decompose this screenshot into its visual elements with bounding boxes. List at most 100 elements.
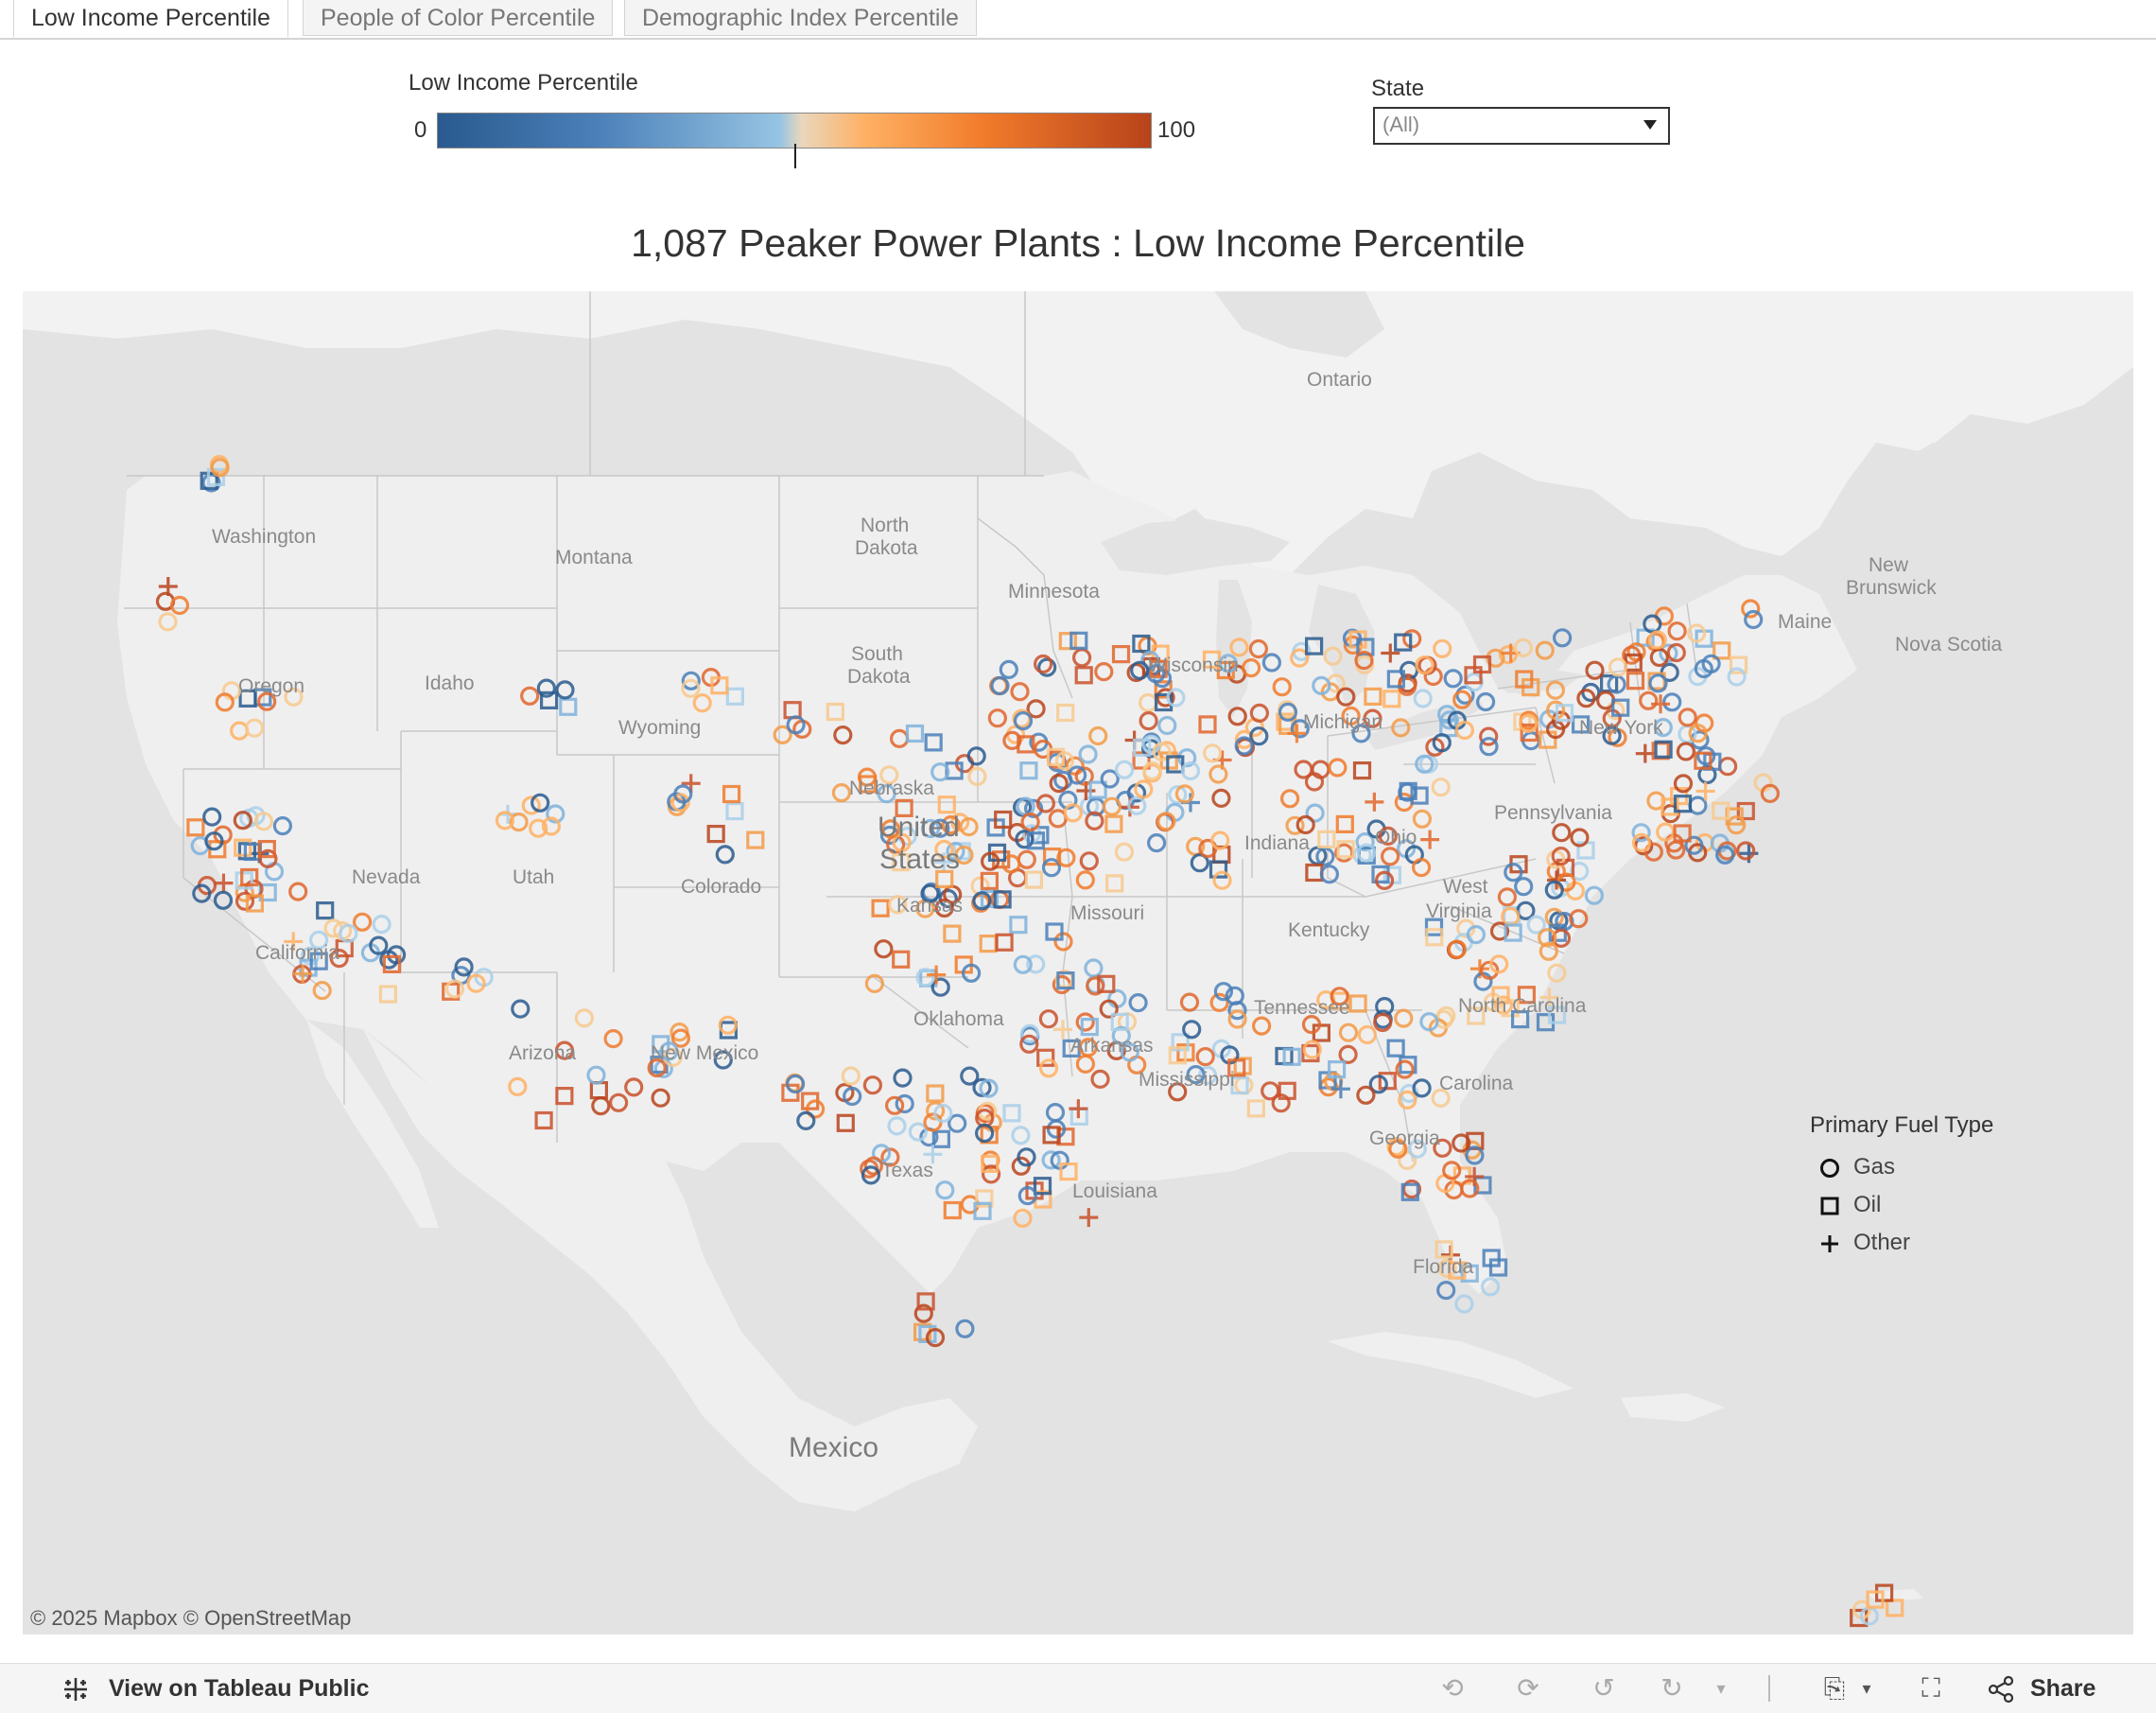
plant-marker-gas[interactable]	[1229, 638, 1249, 657]
plant-marker-oil[interactable]	[995, 933, 1014, 952]
refresh-icon[interactable]: ↻	[1660, 1673, 1683, 1703]
plant-marker-gas[interactable]	[235, 891, 255, 911]
plant-marker-oil[interactable]	[706, 824, 725, 844]
plant-marker-gas[interactable]	[1301, 1014, 1322, 1035]
plant-marker-gas[interactable]	[1128, 992, 1148, 1013]
plant-marker-gas[interactable]	[659, 1041, 679, 1061]
plant-marker-gas[interactable]	[857, 767, 878, 787]
plant-marker-gas[interactable]	[1736, 841, 1756, 861]
plant-marker-oil[interactable]	[382, 954, 401, 974]
plant-marker-gas[interactable]	[972, 1077, 992, 1097]
plant-marker-gas[interactable]	[1643, 842, 1663, 862]
plant-marker-gas[interactable]	[681, 671, 701, 690]
plant-marker-gas[interactable]	[1552, 823, 1572, 843]
map-view[interactable]: Ontario Washington Montana North Dakota …	[23, 291, 2133, 1634]
plant-marker-gas[interactable]	[713, 1050, 733, 1070]
plant-marker-gas[interactable]	[603, 1028, 623, 1049]
plant-marker-gas[interactable]	[1197, 1065, 1218, 1086]
plant-marker-gas[interactable]	[1075, 870, 1095, 890]
plant-marker-gas[interactable]	[1447, 939, 1468, 959]
plant-marker-gas[interactable]	[511, 999, 530, 1019]
plant-marker-gas[interactable]	[1380, 847, 1400, 866]
plant-marker-gas[interactable]	[536, 678, 557, 698]
plant-marker-gas[interactable]	[1013, 1208, 1033, 1229]
plant-marker-gas[interactable]	[1659, 643, 1678, 663]
plant-marker-gas[interactable]	[1456, 918, 1476, 938]
plant-marker-gas[interactable]	[1033, 654, 1053, 674]
plant-marker-gas[interactable]	[1570, 861, 1590, 882]
plant-marker-oil[interactable]	[943, 924, 962, 943]
plant-marker-gas[interactable]	[954, 845, 974, 865]
plant-marker-gas[interactable]	[1079, 851, 1099, 871]
plant-marker-oil[interactable]	[1400, 1182, 1419, 1201]
plant-marker-gas[interactable]	[1142, 760, 1162, 780]
plant-marker-gas[interactable]	[1249, 726, 1269, 746]
plant-marker-gas[interactable]	[495, 811, 515, 830]
plant-marker-gas[interactable]	[258, 848, 278, 869]
plant-marker-oil[interactable]	[892, 852, 911, 872]
plant-marker-gas[interactable]	[980, 851, 1000, 871]
plant-marker-oil[interactable]	[1111, 645, 1131, 664]
plant-marker-oil[interactable]	[1501, 999, 1520, 1018]
plant-marker-gas[interactable]	[1195, 1046, 1215, 1067]
plant-marker-oil[interactable]	[722, 784, 741, 804]
plant-marker-oil[interactable]	[309, 952, 328, 970]
plant-marker-gas[interactable]	[681, 678, 701, 698]
plant-marker-gas[interactable]	[372, 914, 391, 935]
plant-marker-oil[interactable]	[935, 869, 954, 889]
plant-marker-gas[interactable]	[1315, 847, 1335, 866]
plant-marker-gas[interactable]	[1180, 760, 1201, 781]
plant-marker-gas[interactable]	[1168, 785, 1188, 805]
plant-marker-gas[interactable]	[1412, 809, 1433, 829]
plant-marker-other[interactable]	[1695, 781, 1715, 801]
plant-marker-gas[interactable]	[1694, 658, 1713, 679]
plant-marker-gas[interactable]	[1535, 640, 1555, 660]
plant-marker-gas[interactable]	[1686, 623, 1707, 643]
plant-marker-gas[interactable]	[204, 831, 224, 851]
plant-marker-gas[interactable]	[210, 458, 230, 478]
plant-marker-oil[interactable]	[1246, 1099, 1266, 1118]
plant-marker-gas[interactable]	[1432, 733, 1452, 753]
plant-marker-gas[interactable]	[1646, 791, 1666, 811]
plant-marker-gas[interactable]	[1398, 1150, 1417, 1171]
plant-marker-oil[interactable]	[1002, 1104, 1021, 1123]
plant-marker-oil[interactable]	[1282, 1047, 1301, 1066]
plant-marker-gas[interactable]	[1341, 706, 1361, 725]
plant-marker-gas[interactable]	[933, 1103, 953, 1124]
plant-marker-gas[interactable]	[979, 1078, 999, 1098]
plant-marker-gas[interactable]	[1547, 963, 1567, 983]
plant-marker-oil[interactable]	[206, 467, 226, 486]
plant-marker-oil[interactable]	[1611, 698, 1630, 717]
plant-marker-gas[interactable]	[1338, 1044, 1358, 1065]
plant-marker-gas[interactable]	[1261, 1081, 1280, 1101]
plant-marker-gas[interactable]	[1279, 789, 1300, 809]
plant-marker-gas[interactable]	[1374, 870, 1395, 891]
plant-marker-oil[interactable]	[1386, 670, 1406, 689]
plant-marker-oil[interactable]	[826, 702, 845, 722]
plant-marker-gas[interactable]	[1086, 976, 1105, 996]
plant-marker-gas[interactable]	[1413, 689, 1433, 708]
plant-marker-oil[interactable]	[1448, 1261, 1467, 1280]
plant-marker-oil[interactable]	[1382, 690, 1401, 708]
plant-marker-oil[interactable]	[1042, 847, 1062, 866]
plant-marker-oil[interactable]	[1110, 1012, 1129, 1032]
plant-marker-gas[interactable]	[574, 1008, 595, 1028]
plant-marker-gas[interactable]	[1249, 703, 1270, 723]
plant-marker-oil[interactable]	[1694, 751, 1713, 770]
plant-marker-gas[interactable]	[843, 1086, 862, 1107]
plant-marker-gas[interactable]	[1330, 987, 1349, 1006]
plant-marker-gas[interactable]	[1186, 1064, 1206, 1085]
plant-marker-gas[interactable]	[880, 819, 900, 839]
plant-marker-gas[interactable]	[972, 891, 992, 911]
plant-marker-oil[interactable]	[1133, 738, 1152, 757]
plant-marker-oil[interactable]	[245, 894, 264, 913]
plant-marker-gas[interactable]	[1354, 651, 1374, 671]
plant-marker-gas[interactable]	[1569, 909, 1589, 929]
plant-marker-gas[interactable]	[925, 1101, 946, 1121]
plant-marker-gas[interactable]	[1355, 831, 1375, 852]
plant-marker-gas[interactable]	[1013, 711, 1034, 731]
plant-marker-oil[interactable]	[1042, 1126, 1061, 1145]
plant-marker-gas[interactable]	[861, 1165, 881, 1185]
plant-marker-oil[interactable]	[975, 1189, 994, 1208]
plant-marker-oil[interactable]	[1386, 1039, 1405, 1058]
